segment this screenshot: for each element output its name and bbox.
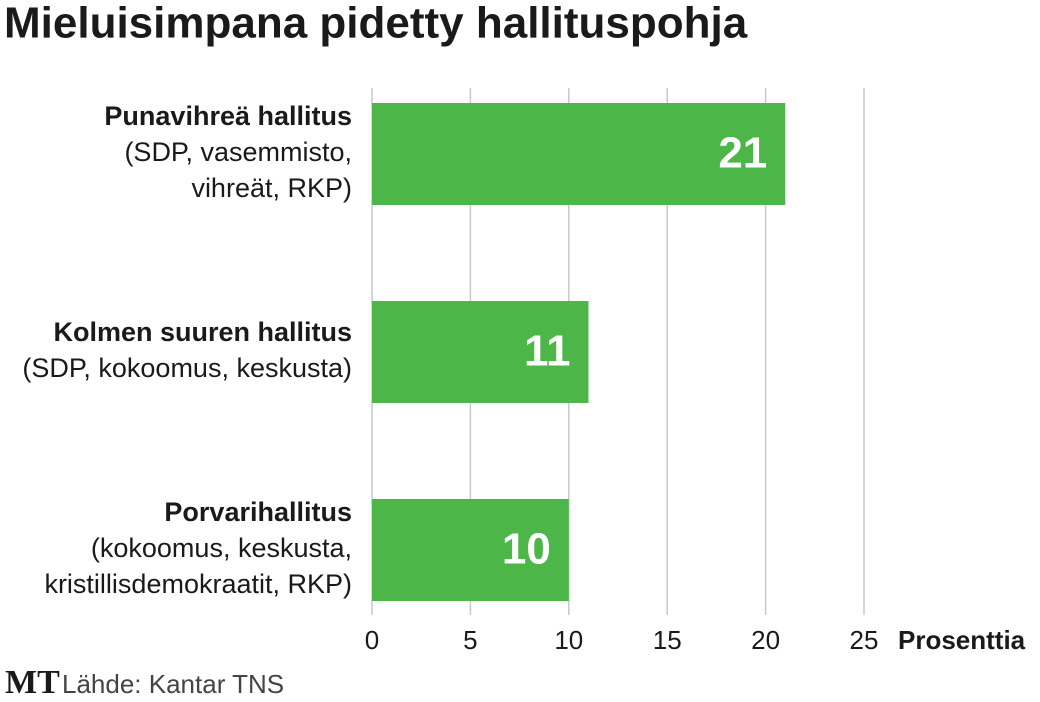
source: Lähde: Kantar TNS	[62, 669, 284, 699]
category-detail: kristillisdemokraatit, RKP)	[44, 569, 352, 599]
category-detail: (SDP, vasemmisto,	[124, 137, 352, 167]
bar	[372, 301, 589, 403]
x-tick-label: 20	[751, 625, 780, 655]
x-tick-label: 5	[463, 625, 477, 655]
chart-title: Mieluisimpana pidetty hallituspohja	[4, 0, 748, 48]
category-name: Kolmen suuren hallitus	[53, 317, 352, 347]
category-name: Porvarihallitus	[164, 497, 352, 527]
x-tick-label: 25	[850, 625, 879, 655]
x-tick-label: 15	[653, 625, 682, 655]
bar	[372, 103, 786, 205]
x-axis-label: Prosenttia	[898, 625, 1026, 655]
value-label: 10	[502, 525, 551, 574]
bar	[372, 499, 569, 601]
logo: MT	[5, 664, 60, 701]
category-detail: (SDP, kokoomus, keskusta)	[22, 353, 352, 383]
category-name: Punavihreä hallitus	[104, 101, 352, 131]
category-detail: (kokoomus, keskusta,	[91, 533, 352, 563]
category-detail: vihreät, RKP)	[191, 173, 352, 203]
x-tick-label: 0	[365, 625, 379, 655]
value-label: 11	[524, 327, 571, 376]
x-tick-label: 10	[554, 625, 583, 655]
value-label: 21	[718, 129, 767, 178]
